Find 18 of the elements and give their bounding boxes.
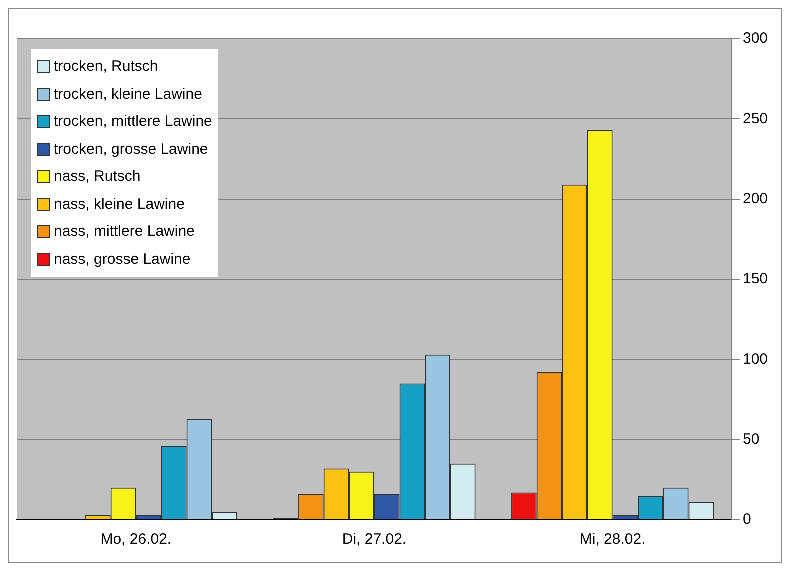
legend-label: trocken, mittlere Lawine (54, 112, 212, 132)
y-tick-label: 0 (742, 511, 752, 528)
x-tick-label: Di, 27.02. (342, 531, 407, 548)
y-tick-label: 100 (742, 350, 768, 368)
legend-label: nass, Rutsch (54, 167, 141, 187)
y-tick-label: 200 (742, 190, 768, 208)
legend-label: nass, kleine Lawine (54, 194, 185, 214)
y-tick-label: 50 (742, 430, 760, 448)
x-tick-label: Mo, 26.02. (100, 531, 172, 548)
x-tick-label: Mi, 28.02. (580, 531, 646, 548)
legend-label: nass, grosse Lawine (54, 250, 191, 270)
legend-label: trocken, Rutsch (54, 57, 158, 77)
legend-label: trocken, grosse Lawine (54, 140, 208, 160)
y-tick-label: 150 (742, 270, 768, 288)
legend-label: trocken, kleine Lawine (54, 84, 202, 104)
y-tick-label: 300 (742, 30, 768, 48)
legend-label: nass, mittlere Lawine (54, 222, 195, 242)
y-tick-label: 250 (742, 110, 768, 128)
